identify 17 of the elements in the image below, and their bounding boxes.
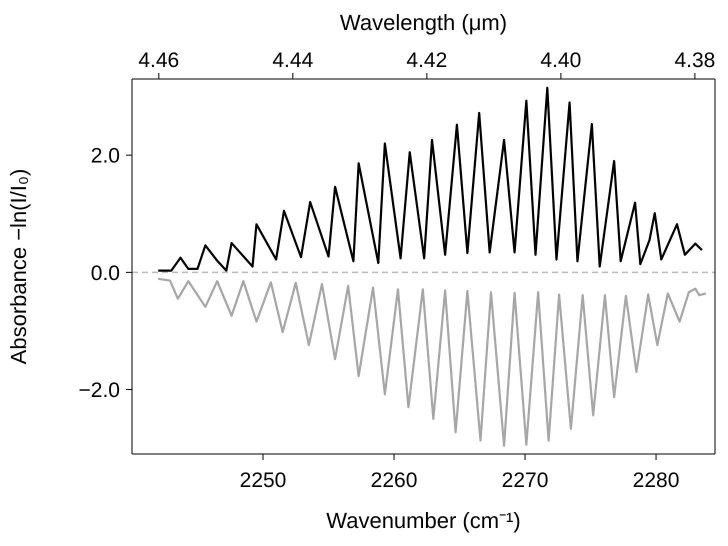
x2-tick-label: 4.40 bbox=[540, 49, 582, 72]
line-series bbox=[157, 86, 703, 272]
x2-axis-title: Wavelength (μm) bbox=[340, 10, 508, 35]
x2-tick-label: 4.44 bbox=[272, 49, 314, 72]
y-tick-label: 0.0 bbox=[90, 262, 120, 285]
y-axis-title: Absorbance −ln(I/I₀) bbox=[6, 168, 31, 364]
x-tick-label: 2280 bbox=[632, 468, 680, 492]
x-axis-title: Wavenumber (cm⁻¹) bbox=[326, 508, 521, 533]
x2-tick-label: 4.46 bbox=[138, 49, 180, 72]
x2-tick-label: 4.38 bbox=[674, 49, 716, 72]
y-tick-label: 2.0 bbox=[90, 144, 120, 168]
y-tick-label: −2.0 bbox=[78, 379, 120, 402]
x-tick-label: 2260 bbox=[370, 468, 418, 492]
x2-tick-label: 4.42 bbox=[406, 49, 448, 72]
line-series bbox=[157, 278, 707, 447]
x-tick-label: 2270 bbox=[502, 468, 548, 492]
x-tick-label: 2250 bbox=[240, 468, 286, 492]
